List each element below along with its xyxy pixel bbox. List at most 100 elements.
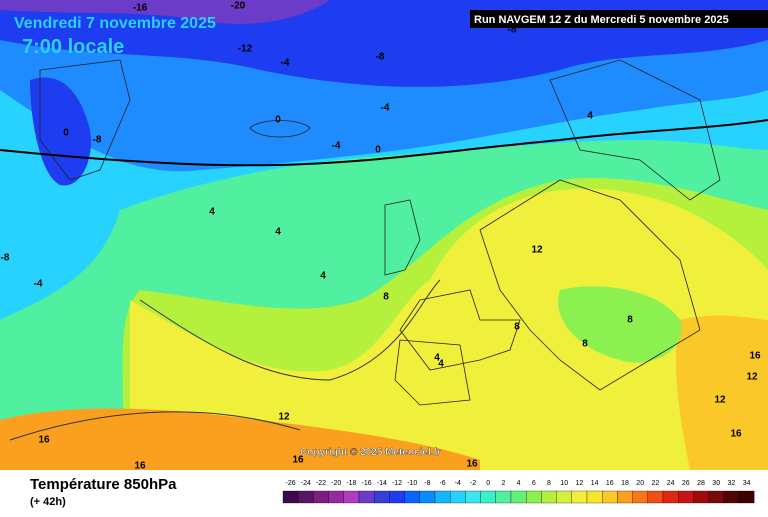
run-info: Run NAVGEM 12 Z du Mercredi 5 novembre 2…: [474, 14, 729, 26]
scale-tick-label: 18: [621, 480, 629, 487]
contour-label: 16: [466, 459, 478, 470]
scale-swatch: [632, 490, 648, 504]
scale-tick-label: 26: [682, 480, 690, 487]
contour-label: 4: [209, 207, 215, 218]
scale-swatch: [419, 490, 436, 504]
scale-tick-label: 2: [501, 480, 505, 487]
contour-label: 4: [587, 111, 593, 122]
copyright: Copyright © 2025 Meteociel.fr: [300, 447, 441, 458]
scale-swatch: [480, 490, 496, 504]
scale-tick-label: 20: [636, 480, 644, 487]
scale-swatch: [526, 490, 542, 504]
contour-label: -8: [376, 52, 385, 63]
contour-label: 8: [582, 339, 588, 350]
contour-label: -8: [508, 25, 517, 36]
scale-tick-label: 30: [712, 480, 720, 487]
contour-label: 12: [531, 245, 543, 256]
forecast-date: Vendredi 7 novembre 2025: [14, 15, 216, 32]
scale-tick-label: 12: [576, 480, 584, 487]
scale-swatch: [343, 490, 360, 504]
scale-tick-label: -16: [362, 480, 372, 487]
hot-region-southwest: [0, 408, 480, 470]
contour-label: -12: [238, 44, 253, 55]
warmer-region: [130, 188, 768, 470]
contour-label: 4: [320, 271, 326, 282]
scale-tick-label: 22: [652, 480, 660, 487]
scale-tick-label: -6: [439, 480, 445, 487]
scale-tick-label: -20: [331, 480, 341, 487]
greenland-cold: [30, 77, 91, 186]
contour-label: 16: [292, 455, 304, 466]
run-banner: [470, 10, 768, 28]
scale-swatch: [541, 490, 557, 504]
zero-contour: [0, 119, 768, 167]
scale-swatch: [617, 490, 633, 504]
contour-label: -4: [381, 103, 390, 114]
forecast-time: 7:00 locale: [22, 36, 124, 58]
scale-tick-label: 34: [743, 480, 751, 487]
scale-tick-label: 32: [728, 480, 736, 487]
scale-swatch: [358, 490, 375, 504]
contour-label: 8: [514, 322, 520, 333]
contour-label: -8: [93, 135, 102, 146]
scale-swatch: [374, 490, 390, 504]
contour-label: 12: [746, 372, 758, 383]
scale-tick-label: -14: [377, 480, 387, 487]
contour-label: -20: [231, 1, 246, 12]
scale-tick-label: 8: [547, 480, 551, 487]
scale-swatch: [571, 490, 588, 504]
contour-label: 16: [730, 429, 742, 440]
scale-swatch: [404, 490, 420, 504]
scale-tick-label: -2: [470, 480, 476, 487]
scale-tick-label: 28: [697, 480, 705, 487]
scale-swatch: [510, 490, 527, 504]
scale-swatch: [298, 490, 314, 504]
scale-swatch: [662, 490, 679, 504]
contour-label: 16: [134, 461, 146, 472]
scale-swatch: [556, 490, 572, 504]
scale-swatch: [586, 490, 603, 504]
contour-label: 0: [275, 115, 281, 126]
contour-label: 12: [714, 395, 726, 406]
contour-label: -4: [34, 279, 43, 290]
scale-tick-label: 16: [606, 480, 614, 487]
scale-tick-label: -12: [392, 480, 402, 487]
contour-line: [9, 279, 441, 441]
contour-label: 12: [278, 412, 290, 423]
scale-tick-label: 10: [560, 480, 568, 487]
field-title: Température 850hPa: [30, 476, 177, 493]
scale-swatch: [313, 490, 329, 504]
lead-time: (+ 42h): [30, 496, 66, 508]
scale-swatch: [328, 490, 344, 504]
contour-label: -4: [281, 58, 290, 69]
contour-label: 4: [434, 353, 440, 364]
contour-labels: -16 -20-12-4-8-8-40-4 0-804444-8-412888844…: [1, 1, 761, 472]
contour-label: -4: [332, 141, 341, 152]
contour-label: 4: [438, 359, 444, 370]
scale-tick-label: -10: [407, 480, 417, 487]
scale-swatch: [708, 490, 724, 504]
scale-tick-label: -24: [301, 480, 311, 487]
scale-swatch: [434, 490, 451, 504]
scale-tick-label: 14: [591, 480, 599, 487]
color-scale: -26 -24 -22 -20 -18 -16 -14 -12 -10 -8 -6 -4 -2 0 2 4 6 8…: [282, 480, 755, 504]
scale-tick-label: -22: [316, 480, 326, 487]
scale-tick-label: 0: [486, 480, 490, 487]
scale-swatch: [647, 490, 664, 504]
scale-tick-label: -8: [424, 480, 430, 487]
contour-label: -16: [133, 3, 148, 14]
scale-swatch: [738, 490, 755, 504]
contour-label: 16: [38, 435, 50, 446]
contour-label: 16: [749, 351, 761, 362]
scale-swatch: [693, 490, 709, 504]
scale-swatch: [282, 490, 299, 504]
scale-tick-label: 6: [532, 480, 536, 487]
hot-region-east: [675, 315, 768, 470]
scale-tick-label: -26: [286, 480, 296, 487]
scale-tick-label: 4: [517, 480, 521, 487]
scale-swatch: [495, 490, 512, 504]
scale-swatch: [723, 490, 740, 504]
scale-tick-label: 24: [667, 480, 675, 487]
